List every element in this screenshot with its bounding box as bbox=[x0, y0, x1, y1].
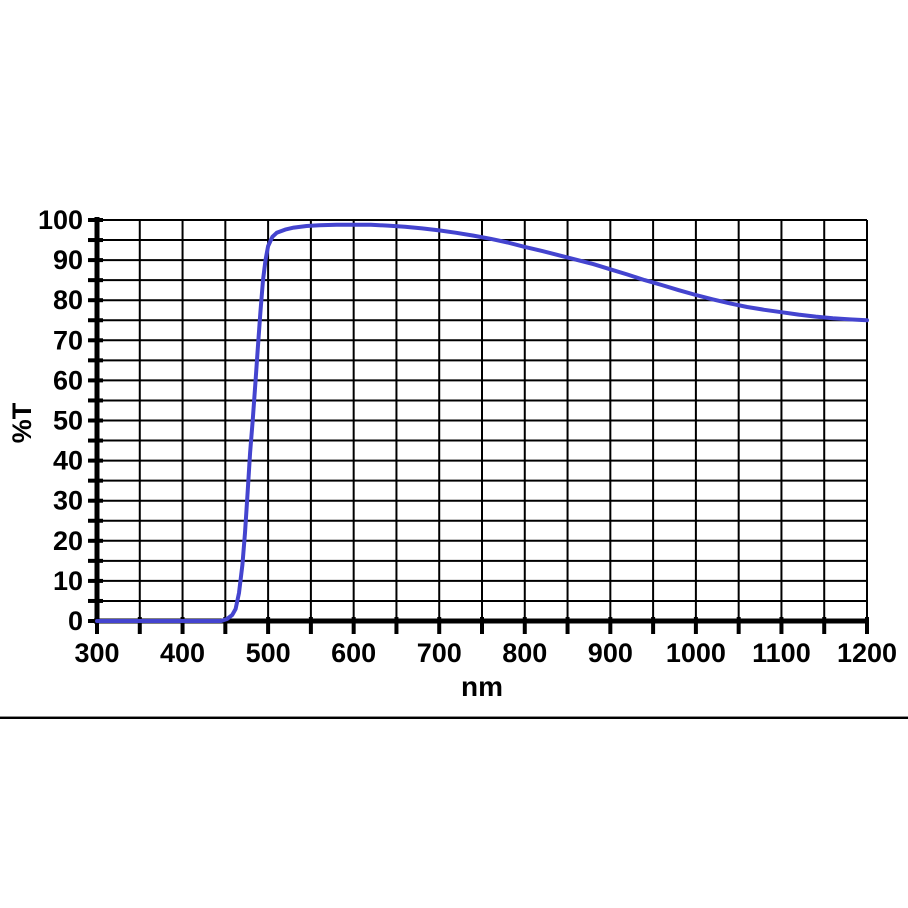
y-tick-label: 100 bbox=[38, 205, 83, 235]
x-tick-label: 500 bbox=[246, 638, 291, 668]
transmission-curve bbox=[95, 222, 869, 623]
y-axis-title: %T bbox=[7, 402, 37, 444]
x-tick-label: 300 bbox=[74, 638, 119, 668]
y-tick-label: 0 bbox=[68, 606, 83, 636]
y-tick-label: 50 bbox=[53, 406, 83, 436]
y-tick-label: 90 bbox=[53, 245, 83, 275]
y-tick-label: 60 bbox=[53, 365, 83, 395]
horizontal-divider bbox=[0, 716, 908, 719]
y-tick-label: 70 bbox=[53, 325, 83, 355]
y-tick-label: 30 bbox=[53, 486, 83, 516]
x-tick-label: 1200 bbox=[837, 638, 897, 668]
y-tick-label: 10 bbox=[53, 566, 83, 596]
y-tick-label: 80 bbox=[53, 285, 83, 315]
y-tick-label: 40 bbox=[53, 446, 83, 476]
x-axis-title: nm bbox=[461, 671, 503, 702]
x-tick-label: 1100 bbox=[752, 638, 811, 668]
x-tick-label: 1000 bbox=[666, 638, 726, 668]
y-tick-label: 20 bbox=[53, 526, 83, 556]
x-tick-label: 800 bbox=[502, 638, 547, 668]
x-tick-label: 700 bbox=[417, 638, 462, 668]
x-tick-label: 600 bbox=[331, 638, 376, 668]
x-tick-label: 400 bbox=[160, 638, 205, 668]
x-tick-label: 900 bbox=[588, 638, 633, 668]
